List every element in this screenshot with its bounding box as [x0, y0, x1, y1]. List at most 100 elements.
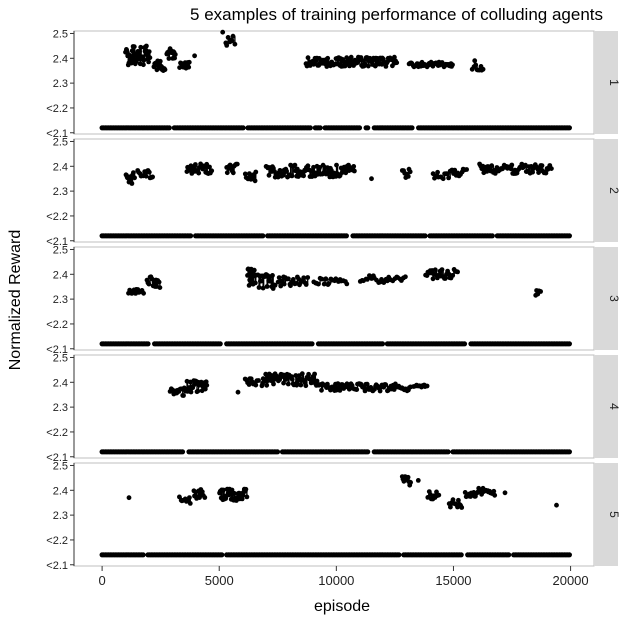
data-point-floor: [566, 552, 573, 558]
data-point: [306, 371, 311, 377]
y-tick-label: 2.5: [53, 352, 68, 364]
data-point-floor: [274, 449, 281, 455]
data-point: [509, 162, 515, 168]
facet-strip: [594, 463, 618, 566]
data-point: [253, 169, 259, 175]
data-point-floor: [317, 125, 323, 131]
data-point: [187, 495, 192, 500]
panel-background: [73, 462, 595, 567]
data-point-floor: [566, 449, 573, 455]
x-tick-label: 20000: [552, 573, 588, 588]
data-point-floor: [356, 125, 363, 131]
data-point: [156, 279, 162, 285]
data-point: [312, 371, 317, 377]
data-point: [369, 176, 374, 182]
data-point: [272, 282, 278, 288]
data-point: [394, 60, 400, 66]
y-tick-label: 2.4: [53, 269, 68, 281]
data-point: [181, 393, 186, 398]
facet-strip-label: 1: [607, 79, 621, 86]
facet-panel: 1 <2.1 <2.2 2.3 2.4 2.5: [46, 28, 621, 139]
data-point: [314, 378, 320, 384]
data-point: [131, 44, 137, 50]
y-tick-label: 2.4: [53, 53, 68, 65]
data-point: [270, 273, 275, 278]
data-point: [492, 492, 498, 498]
panel-background: [73, 354, 595, 459]
data-point: [146, 49, 152, 54]
data-point: [141, 290, 147, 296]
data-point: [289, 377, 295, 382]
data-point-floor: [307, 125, 313, 131]
data-point: [209, 168, 215, 174]
data-point: [392, 54, 397, 60]
x-tick-label: 15000: [435, 573, 471, 588]
y-tick-label: 2.3: [53, 510, 68, 522]
y-axis-title: Normalized Reward: [7, 230, 24, 371]
data-point: [264, 382, 270, 388]
data-point: [234, 161, 240, 167]
y-tick-label: 2.5: [53, 244, 68, 256]
x-tick-label: 0: [98, 573, 105, 588]
data-point: [230, 33, 236, 39]
chart-title: 5 examples of training performance of co…: [190, 5, 603, 24]
data-point: [162, 67, 168, 73]
data-point: [132, 175, 138, 181]
data-point: [354, 387, 360, 392]
x-tick-label: 5000: [205, 573, 234, 588]
data-point: [464, 167, 469, 172]
data-point: [491, 488, 497, 494]
data-point-floor: [188, 233, 194, 239]
panel-background: [73, 246, 595, 351]
facet-strip: [594, 247, 618, 350]
data-point-floor: [422, 233, 428, 239]
data-point: [415, 478, 421, 483]
data-point: [196, 170, 202, 176]
y-tick-label: 2.4: [53, 485, 68, 497]
data-point: [256, 378, 261, 383]
data-point-floor: [309, 341, 315, 347]
data-point: [243, 486, 249, 492]
data-point-floor: [179, 449, 186, 455]
facet-strip-label: 5: [607, 511, 621, 518]
data-point: [252, 178, 258, 184]
facet-strip-label: 4: [607, 403, 621, 410]
data-point-floor: [566, 125, 573, 131]
data-point-floor: [166, 125, 172, 131]
y-tick-label: 2.5: [53, 28, 68, 40]
y-tick-label: 2.3: [53, 294, 68, 306]
data-point: [138, 44, 144, 50]
facet-panel: 5 <2.1 <2.2 2.3 2.4 2.5: [46, 460, 621, 571]
data-point: [480, 66, 486, 72]
y-tick-label: 2.4: [53, 377, 68, 389]
data-point: [436, 492, 442, 498]
data-point: [129, 181, 135, 186]
data-point: [450, 62, 455, 68]
data-point: [539, 163, 545, 169]
data-point: [157, 285, 163, 290]
data-point: [172, 52, 178, 57]
data-point: [554, 502, 559, 508]
data-point: [244, 494, 250, 500]
data-point-floor: [506, 552, 512, 558]
y-tick-label: 2.3: [53, 78, 68, 90]
data-point: [377, 388, 383, 394]
y-tick-label: <2.2: [46, 103, 68, 115]
data-point: [319, 387, 324, 393]
data-point: [204, 382, 210, 388]
data-point-floor: [365, 449, 371, 455]
data-point-floor: [379, 341, 386, 347]
data-point: [146, 169, 152, 175]
data-point: [403, 274, 408, 280]
data-point: [319, 276, 325, 282]
data-point: [435, 169, 440, 175]
data-point-floor: [140, 552, 146, 558]
data-point: [192, 53, 198, 59]
facet-strip: [594, 31, 618, 134]
data-point: [351, 164, 357, 169]
data-point: [344, 281, 350, 287]
data-point-floor: [240, 125, 246, 131]
data-point: [271, 381, 276, 387]
data-point: [408, 480, 413, 485]
